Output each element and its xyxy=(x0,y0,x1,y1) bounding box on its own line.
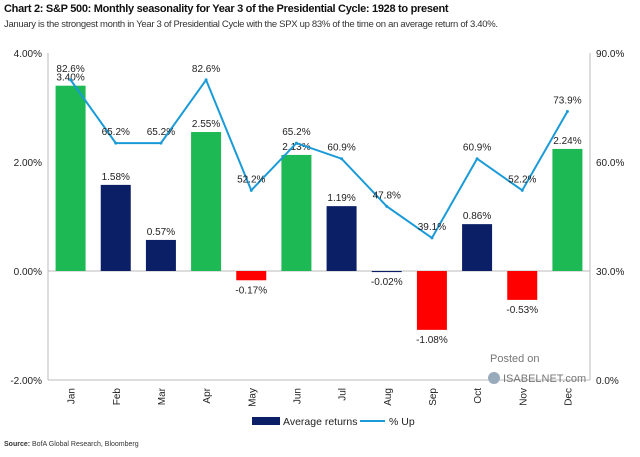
watermark: Posted on ISABELNET.com xyxy=(488,353,586,385)
percent-up-label: 65.2% xyxy=(282,127,310,138)
percent-up-point xyxy=(520,188,524,192)
x-tick-label: May xyxy=(247,388,258,407)
percent-up-point xyxy=(565,109,569,113)
percent-up-label: 60.9% xyxy=(463,143,491,154)
y-left-tick-label: -2.00% xyxy=(10,376,42,387)
watermark-globe-icon xyxy=(488,372,500,384)
bar-dec xyxy=(552,148,583,271)
percent-up-label: 60.9% xyxy=(327,143,355,154)
bar-data-label: 1.19% xyxy=(327,193,355,204)
legend-label-percent-up: % Up xyxy=(389,416,415,428)
bar-may xyxy=(236,271,267,281)
x-tick-label: Apr xyxy=(202,387,213,403)
legend-label-average-returns: Average returns xyxy=(283,416,358,428)
bar-aug xyxy=(371,271,402,273)
y-left-tick-label: 4.00% xyxy=(14,49,42,60)
x-tick-label: Mar xyxy=(157,387,168,405)
bar-data-label: -0.02% xyxy=(371,277,403,288)
source-text: BofA Global Research, Bloomberg xyxy=(32,441,139,448)
y-right-tick-label: 0.0% xyxy=(596,376,619,387)
percent-up-label: 52.2% xyxy=(237,174,265,185)
percent-up-point xyxy=(114,141,118,145)
y-left-tick-label: 0.00% xyxy=(14,267,42,278)
percent-up-label: 65.2% xyxy=(147,127,175,138)
percent-up-line xyxy=(69,77,569,240)
bar-jul xyxy=(326,206,357,271)
watermark-line2: ISABELNET.com xyxy=(503,373,586,385)
bar-apr xyxy=(191,132,222,271)
bar-data-label: 0.57% xyxy=(147,227,175,238)
x-tick-label: Jul xyxy=(338,388,349,401)
y-left-tick-label: 2.00% xyxy=(14,158,42,169)
bar-data-label: 2.55% xyxy=(192,119,220,130)
bar-data-label: 2.13% xyxy=(282,142,310,153)
chart-title: Chart 2: S&P 500: Monthly seasonality fo… xyxy=(4,3,449,15)
x-tick-label: Nov xyxy=(518,388,529,406)
percent-up-label: 82.6% xyxy=(192,64,220,75)
y-right-tick-label: 90.0% xyxy=(596,49,624,60)
percent-up-point xyxy=(475,157,479,161)
percent-up-point xyxy=(294,141,298,145)
watermark-line1: Posted on xyxy=(490,353,540,365)
bar-nov xyxy=(507,271,538,300)
x-tick-label: Jan xyxy=(67,388,78,404)
legend-swatch-average-returns xyxy=(252,417,280,425)
percent-up-point xyxy=(204,78,208,82)
y-right-tick-label: 60.0% xyxy=(596,158,624,169)
bar-data-label: 3.40% xyxy=(56,73,84,84)
x-tick-label: Sep xyxy=(428,388,439,406)
chart-subtitle: January is the strongest month in Year 3… xyxy=(4,19,498,30)
bar-data-label: -0.17% xyxy=(235,285,267,296)
bar-data-label: 2.24% xyxy=(553,136,581,147)
x-tick-label: Dec xyxy=(563,388,574,406)
bar-sep xyxy=(416,271,447,330)
percent-up-point xyxy=(249,188,253,192)
bar-data-label: 0.86% xyxy=(463,211,491,222)
x-tick-label: Feb xyxy=(112,388,123,406)
percent-up-label: 52.2% xyxy=(508,174,536,185)
bar-data-label: -1.08% xyxy=(416,335,448,346)
percent-up-point xyxy=(159,141,163,145)
source-label: Source: xyxy=(4,441,31,448)
percent-up-label: 73.9% xyxy=(553,95,581,106)
x-tick-label: Jun xyxy=(292,388,303,404)
percent-up-point xyxy=(340,157,344,161)
percent-up-label: 47.8% xyxy=(373,190,401,201)
bar-mar xyxy=(145,239,176,271)
bar-feb xyxy=(100,184,131,271)
percent-up-label: 82.6% xyxy=(56,64,84,75)
bar-jan xyxy=(55,85,86,271)
bar-data-label: -0.53% xyxy=(506,305,538,316)
bar-jun xyxy=(281,154,312,271)
percent-up-point xyxy=(430,236,434,240)
bar-data-label: 1.58% xyxy=(102,172,130,183)
source-note: Source: BofA Global Research, Bloomberg xyxy=(4,441,139,448)
percent-up-label: 65.2% xyxy=(102,127,130,138)
bar-oct xyxy=(462,224,493,271)
x-tick-label: Oct xyxy=(473,388,484,404)
x-tick-label: Aug xyxy=(383,388,394,406)
percent-up-label: 39.1% xyxy=(418,222,446,233)
y-right-tick-label: 30.0% xyxy=(596,267,624,278)
percent-up-point xyxy=(385,204,389,208)
percent-up-point xyxy=(69,78,73,82)
